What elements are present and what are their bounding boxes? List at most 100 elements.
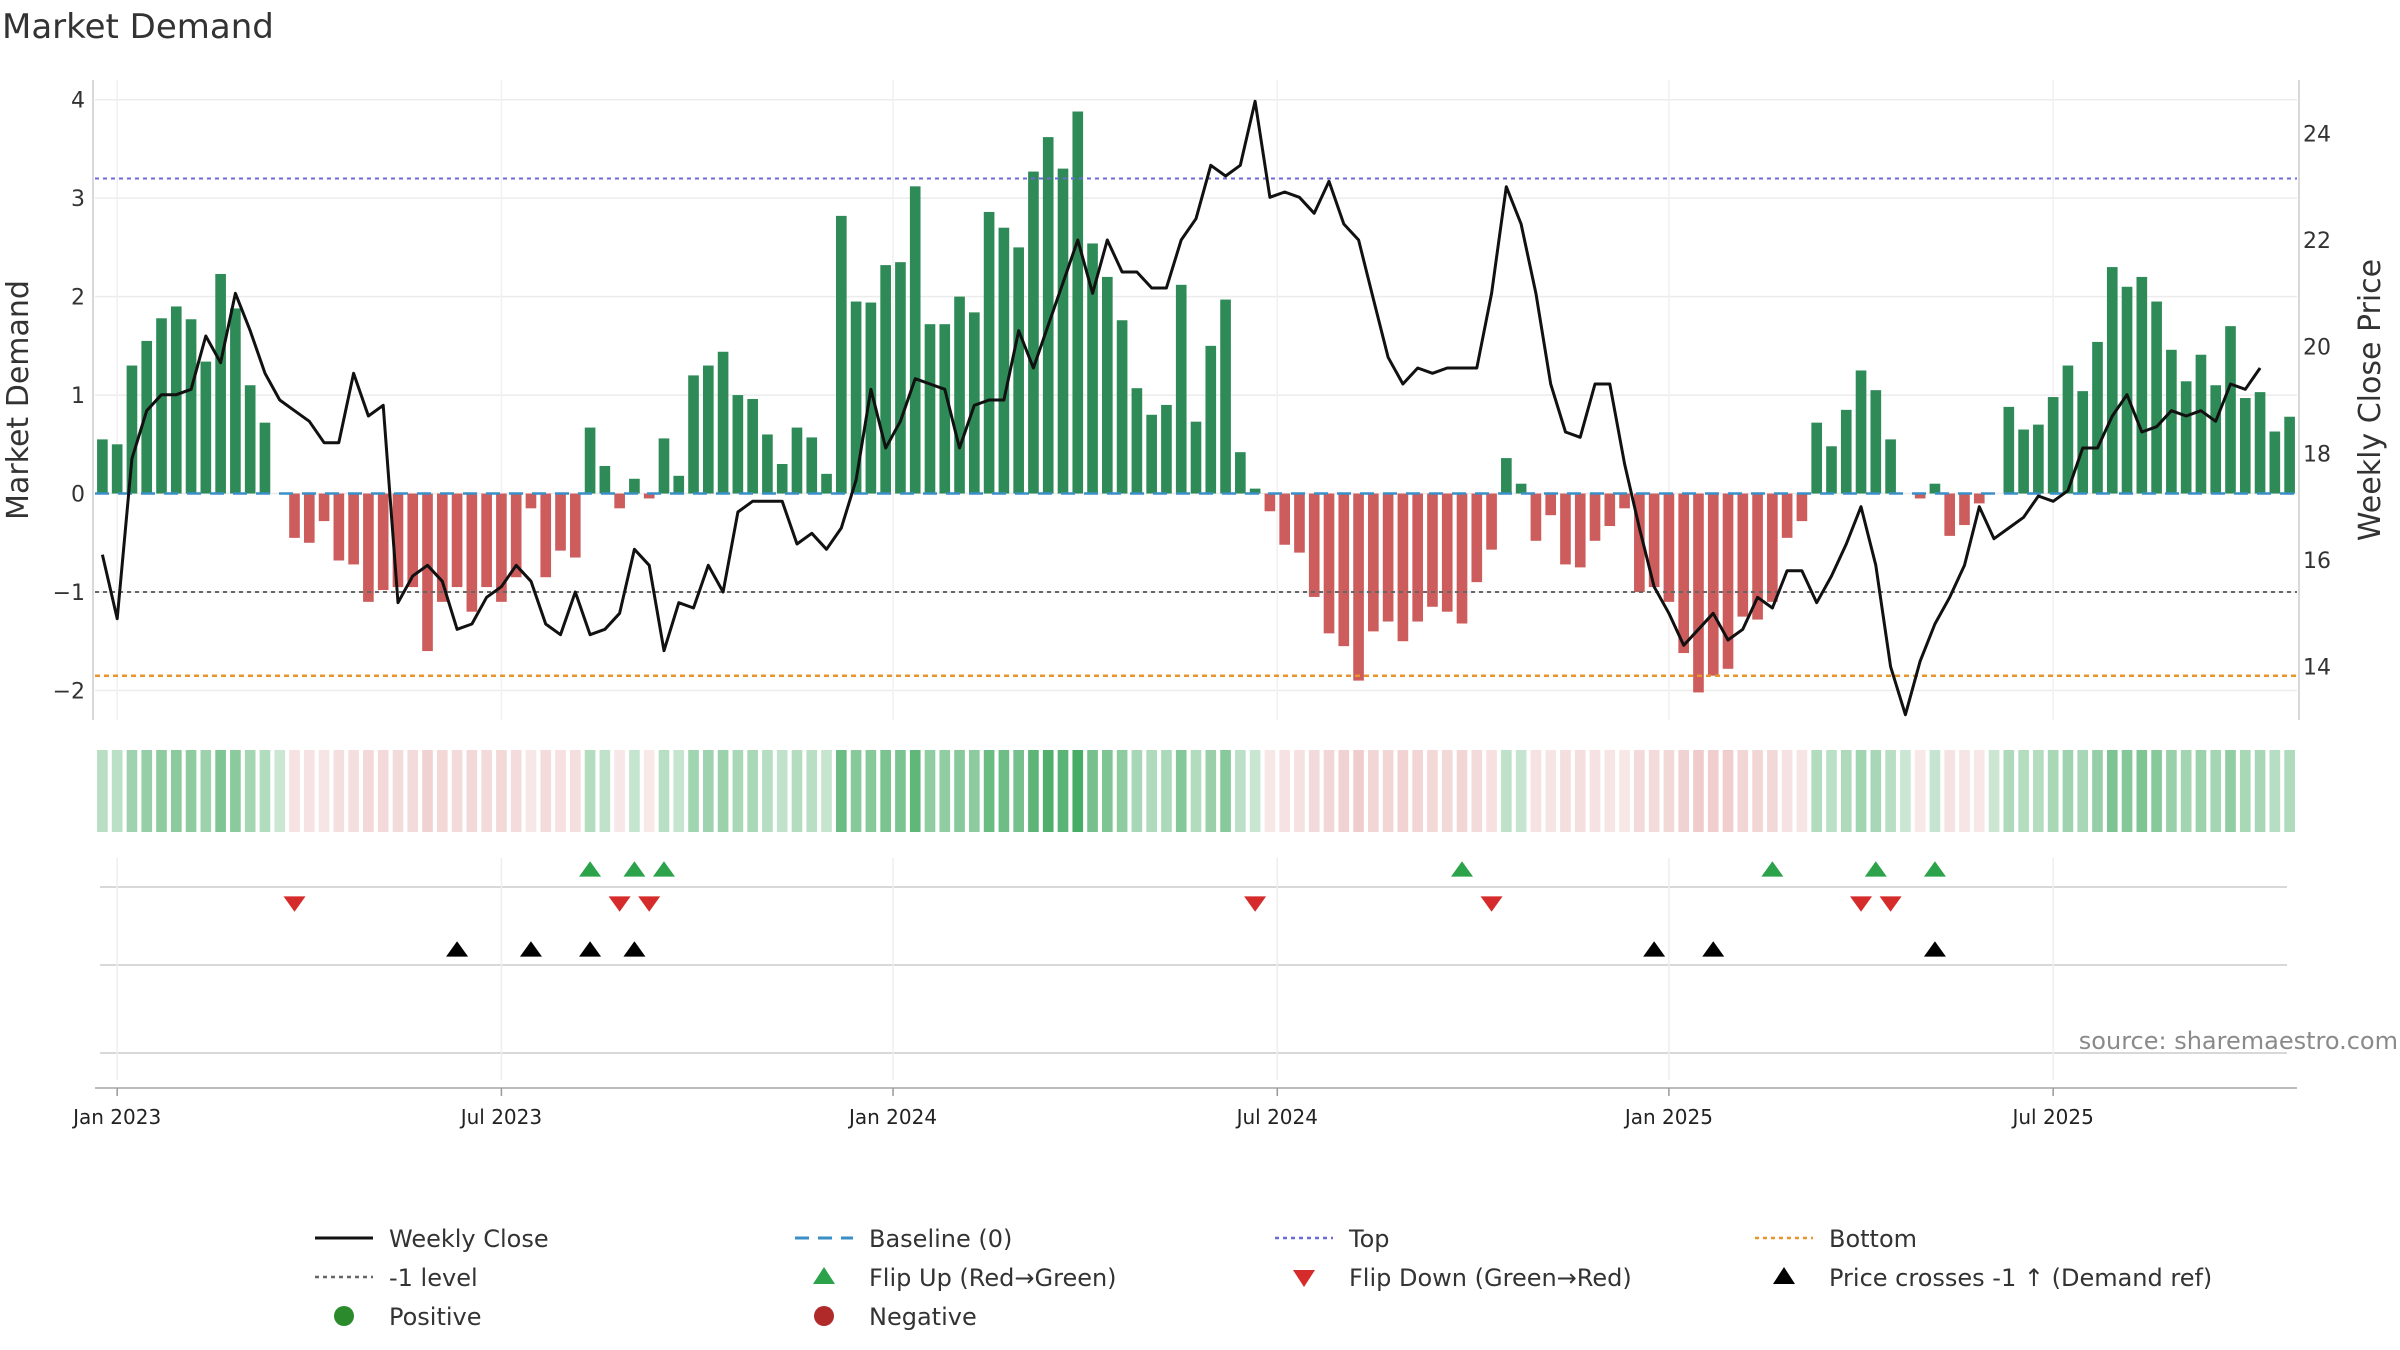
demand-bar xyxy=(1515,483,1527,494)
flip-up-marker xyxy=(579,861,602,877)
demand-bar xyxy=(998,227,1010,494)
heat-cell xyxy=(111,750,123,832)
reference-lines xyxy=(95,177,2297,677)
legend-entry: Price crosses -1 ↑ (Demand ref) xyxy=(1773,1264,2212,1292)
demand-bar xyxy=(333,493,345,561)
legend-label: Negative xyxy=(869,1303,977,1331)
heat-cell xyxy=(1323,750,1335,832)
heat-cell xyxy=(895,750,906,832)
y-axis-right-label: Weekly Close Price xyxy=(2353,259,2388,541)
demand-bar xyxy=(1530,493,1542,541)
heat-cell xyxy=(1855,750,1867,832)
demand-bar xyxy=(422,493,433,652)
heat-cell xyxy=(363,750,374,832)
heat-cell xyxy=(2239,750,2251,832)
heat-cell xyxy=(2092,750,2103,832)
demand-bar xyxy=(1338,493,1350,647)
demand-bar xyxy=(1116,320,1128,494)
right-tick-label: 14 xyxy=(2303,656,2331,681)
heat-cell xyxy=(599,750,611,832)
flip-down-marker xyxy=(1850,896,1873,912)
demand-bar xyxy=(377,493,389,591)
demand-bar xyxy=(2225,326,2236,494)
heat-cell xyxy=(2210,750,2222,832)
demand-bar xyxy=(924,324,936,494)
demand-bar xyxy=(303,493,315,543)
heat-cell xyxy=(422,750,433,832)
heat-cell xyxy=(1914,750,1926,832)
demand-bar xyxy=(1042,137,1054,494)
demand-bar xyxy=(954,296,965,494)
x-tick-label: Jan 2024 xyxy=(847,1105,937,1129)
heat-cell xyxy=(1412,750,1423,832)
flip-up-marker xyxy=(652,861,675,877)
heat-cell xyxy=(1220,750,1231,832)
demand-bar xyxy=(363,493,374,602)
demand-bar xyxy=(1264,493,1276,512)
legend-swatch-triangle-down xyxy=(1293,1270,1315,1287)
heat-cell xyxy=(2062,750,2074,832)
heat-cell xyxy=(1707,750,1719,832)
demand-bar xyxy=(1486,493,1497,550)
heat-cell xyxy=(1870,750,1882,832)
heat-cell xyxy=(1205,750,1217,832)
heat-cell xyxy=(2166,750,2177,832)
demand-bar xyxy=(1973,493,1985,504)
demand-bar xyxy=(451,493,463,588)
heat-cell xyxy=(1131,750,1143,832)
heat-cell xyxy=(126,750,138,832)
demand-bar xyxy=(1456,493,1468,624)
right-tick-label: 20 xyxy=(2303,336,2331,361)
demand-bar xyxy=(1028,171,1039,494)
heat-cell xyxy=(776,750,788,832)
x-tick-label: Jul 2023 xyxy=(459,1105,542,1129)
legend-entry: Baseline (0) xyxy=(795,1225,1012,1253)
heat-cell xyxy=(1397,750,1409,832)
demand-heat-strip xyxy=(97,750,2295,832)
heat-cell xyxy=(1042,750,1054,832)
heat-cell xyxy=(1811,750,1823,832)
demand-bar xyxy=(1560,493,1571,565)
demand-bar xyxy=(2106,267,2118,494)
demand-bar xyxy=(348,493,359,565)
demand-bar xyxy=(2166,349,2177,494)
heat-cell xyxy=(2151,750,2162,832)
left-tick-label: 1 xyxy=(71,384,85,409)
heat-cell xyxy=(2180,750,2192,832)
heat-cell xyxy=(1604,750,1616,832)
heat-cell xyxy=(1973,750,1985,832)
heat-cell xyxy=(1235,750,1246,832)
heat-cell xyxy=(1767,750,1778,832)
heat-cell xyxy=(998,750,1010,832)
heat-cell xyxy=(259,750,271,832)
demand-bar xyxy=(2136,276,2148,494)
demand-bar xyxy=(2003,406,2015,494)
demand-bar xyxy=(2254,392,2266,494)
legend-label: Baseline (0) xyxy=(869,1225,1012,1253)
price-cross-marker xyxy=(1643,941,1666,957)
heat-cell xyxy=(2254,750,2266,832)
demand-bar xyxy=(969,312,980,494)
demand-bar xyxy=(673,475,685,494)
heat-cell xyxy=(983,750,995,832)
heat-cell xyxy=(2269,750,2281,832)
demand-bar xyxy=(496,493,507,602)
left-tick-label: 3 xyxy=(71,187,85,212)
legend-swatch-circle xyxy=(814,1306,834,1326)
heat-cell xyxy=(2106,750,2118,832)
heat-cell xyxy=(1116,750,1128,832)
heat-cell xyxy=(954,750,965,832)
demand-bar xyxy=(747,399,758,494)
source-note: source: sharemaestro.com xyxy=(2079,1027,2398,1055)
demand-bar xyxy=(776,464,788,494)
demand-bar xyxy=(717,351,729,494)
demand-bar xyxy=(318,493,330,522)
heat-cell xyxy=(1161,750,1172,832)
legend-swatch-triangle-up xyxy=(813,1267,835,1284)
demand-bar xyxy=(1870,390,1882,494)
demand-bar xyxy=(1368,493,1379,632)
demand-bar xyxy=(1220,299,1231,494)
demand-bar xyxy=(1102,276,1113,494)
heat-cell xyxy=(1294,750,1305,832)
